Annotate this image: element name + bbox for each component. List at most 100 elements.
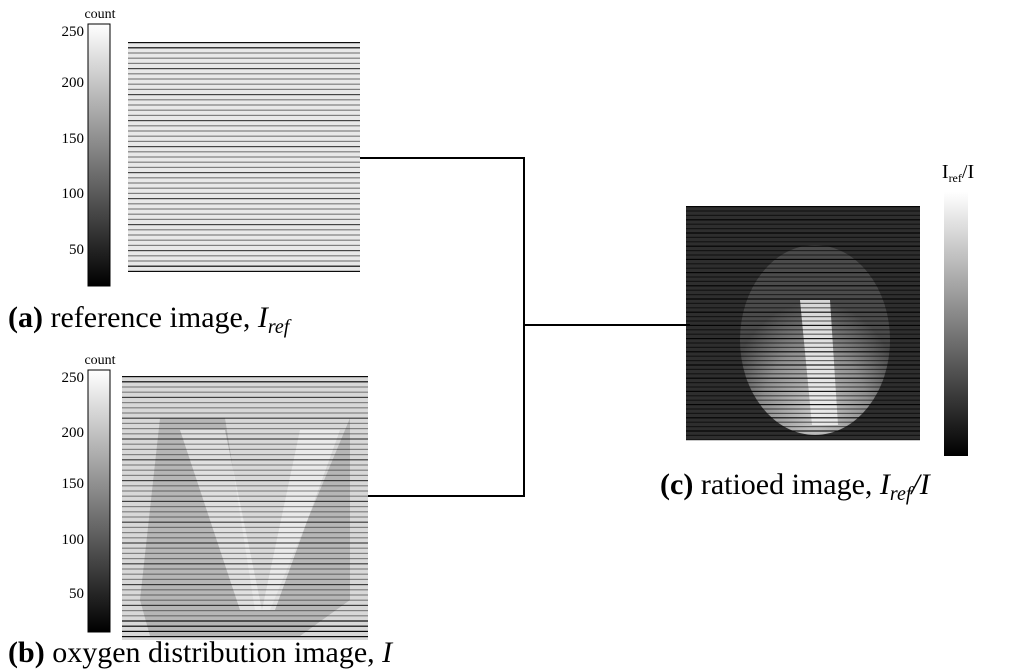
scanline	[128, 255, 360, 257]
scanline	[686, 382, 920, 384]
panel-a-colorbar-title: count	[84, 7, 115, 22]
panel-a-scanlines	[128, 42, 360, 272]
panel-b-tick-50: 50	[69, 586, 84, 602]
scanline	[128, 146, 360, 148]
scanline	[128, 109, 360, 111]
scanline	[122, 625, 368, 627]
panel-a-tick-250: 250	[62, 24, 85, 40]
scanline	[122, 438, 368, 440]
panel-a-image	[128, 42, 360, 272]
scanline	[122, 433, 368, 435]
scanline	[122, 402, 368, 404]
scanline	[686, 223, 920, 225]
scanline	[122, 474, 368, 476]
scanline	[686, 280, 920, 282]
scanline	[122, 412, 368, 414]
panel-c-image	[686, 206, 920, 441]
scanline	[128, 229, 360, 231]
scanline	[686, 250, 920, 252]
scanline	[122, 610, 368, 612]
scanline	[122, 636, 368, 638]
scanline	[686, 338, 920, 340]
scanline	[122, 443, 368, 445]
panel-b-tick-150: 150	[62, 476, 85, 492]
scanline	[128, 151, 360, 153]
scanline	[686, 228, 920, 230]
scanline	[122, 500, 368, 502]
scanline	[686, 298, 920, 300]
scanline	[686, 219, 920, 221]
scanline	[686, 294, 920, 296]
scanline	[686, 360, 920, 362]
scanline	[686, 272, 920, 274]
scanline	[686, 439, 920, 441]
scanline	[686, 276, 920, 278]
scanline	[686, 316, 920, 318]
panel-a-tick-150: 150	[62, 131, 85, 147]
scanline	[686, 430, 920, 432]
scanline	[122, 584, 368, 586]
panel-b-caption-text: oxygen distribution image,	[52, 636, 375, 669]
panel-c-caption: (c) ratioed image, Iref/I	[660, 468, 930, 505]
scanline	[122, 594, 368, 596]
scanline	[128, 244, 360, 246]
scanline	[686, 386, 920, 388]
scanline	[686, 232, 920, 234]
scanline	[122, 532, 368, 534]
scanline	[128, 88, 360, 90]
scanline	[686, 421, 920, 423]
scanline	[128, 130, 360, 132]
scanline	[686, 434, 920, 436]
panel-c-symbol-sub: ref	[889, 483, 912, 505]
scanline	[122, 459, 368, 461]
scanline	[122, 521, 368, 523]
panel-a-caption: (a) reference image, Iref	[8, 301, 290, 338]
scanline	[122, 417, 368, 419]
scanline	[122, 480, 368, 482]
scanline	[128, 166, 360, 168]
scanline	[122, 464, 368, 466]
scanline	[686, 399, 920, 401]
scanline	[686, 324, 920, 326]
scanline	[122, 386, 368, 388]
scanline	[128, 73, 360, 75]
scanline	[686, 377, 920, 379]
scanline	[122, 578, 368, 580]
scanline	[122, 469, 368, 471]
scanline	[128, 42, 360, 44]
scanline	[128, 234, 360, 236]
scanline	[128, 265, 360, 267]
scanline	[122, 526, 368, 528]
scanline	[122, 490, 368, 492]
scanline	[128, 192, 360, 194]
panel-a-letter: a	[18, 301, 33, 334]
scanline	[122, 381, 368, 383]
panel-c-symbol: I	[879, 468, 890, 501]
scanline	[686, 355, 920, 357]
scanline	[122, 485, 368, 487]
panel-c-colorbar: Iref/I	[942, 161, 974, 456]
scanline	[122, 448, 368, 450]
scanline	[122, 391, 368, 393]
scanline	[686, 342, 920, 344]
scanline	[686, 302, 920, 304]
panel-c-colorbar-title-sub: ref	[949, 171, 962, 185]
panel-a-symbol: I	[257, 301, 268, 334]
panel-b-scanlines	[122, 376, 368, 638]
panel-b-symbol: I	[382, 636, 393, 669]
connector-lines	[360, 157, 690, 497]
panel-a-colorbar: count 250 200 150 100 50	[62, 7, 116, 287]
scanline	[686, 368, 920, 370]
panel-c-scanlines	[686, 206, 920, 441]
scanline	[122, 589, 368, 591]
scanline	[686, 364, 920, 366]
panel-c-symbol-tail: /I	[911, 468, 930, 501]
scanline	[122, 599, 368, 601]
scanline	[686, 241, 920, 243]
scanline	[128, 182, 360, 184]
scanline	[128, 78, 360, 80]
scanline	[128, 208, 360, 210]
scanline	[128, 198, 360, 200]
scanline	[686, 236, 920, 238]
panel-b-tick-250: 250	[62, 370, 85, 386]
